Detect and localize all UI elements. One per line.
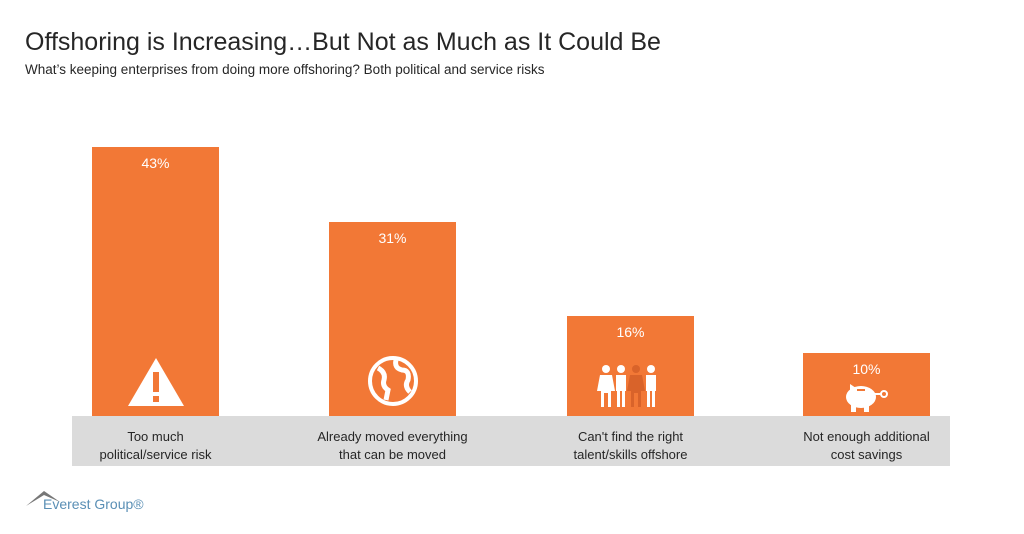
- warning-icon: [92, 356, 219, 408]
- chart-subtitle: What’s keeping enterprises from doing mo…: [25, 62, 545, 77]
- everest-logo-icon: [26, 491, 60, 506]
- data-label: 31%: [378, 230, 407, 247]
- data-label: 43%: [141, 155, 170, 171]
- data-label: 16%: [616, 323, 645, 340]
- bar: 10%: [803, 353, 930, 416]
- chart-title: Offshoring is Increasing…But Not as Much…: [25, 28, 661, 56]
- category-label: Already moved everything that can be move…: [317, 429, 468, 462]
- category-label: Not enough additional cost savings: [803, 429, 930, 462]
- bar: 43%: [92, 147, 219, 416]
- globe-icon: [329, 354, 456, 408]
- data-label: 10%: [852, 361, 881, 378]
- category-label: Too much political/service risk: [99, 429, 212, 462]
- logo-text: Everest Group®: [43, 496, 144, 512]
- piggy-bank-icon: [803, 382, 930, 412]
- category-label: Can't find the right talent/skills offsho…: [573, 429, 688, 462]
- category-band: [72, 416, 950, 466]
- people-icon: [567, 364, 694, 408]
- bar: 31%: [329, 222, 456, 416]
- bar: 16%: [567, 315, 694, 416]
